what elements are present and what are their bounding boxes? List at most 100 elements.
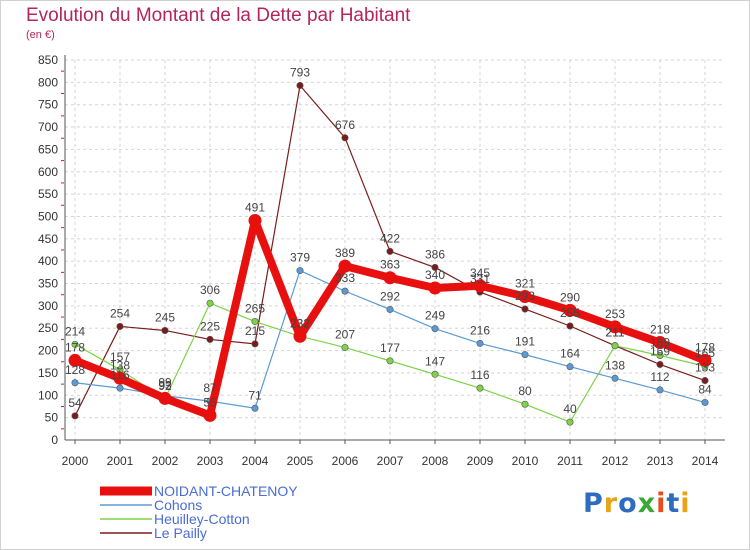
data-label: 265 xyxy=(245,302,265,316)
y-tick-label: 200 xyxy=(38,344,58,358)
data-label: 215 xyxy=(245,324,265,338)
x-tick-label: 2003 xyxy=(197,454,224,468)
data-point xyxy=(116,322,124,330)
data-label: 245 xyxy=(155,310,175,324)
legend-item: Le Pailly xyxy=(100,526,298,540)
x-tick-label: 2008 xyxy=(422,454,449,468)
legend-item: NOIDANT-CHATENOY xyxy=(100,484,298,498)
legend-swatch xyxy=(100,504,152,506)
data-point xyxy=(206,299,214,307)
chart-unit: (en €) xyxy=(26,29,55,41)
data-label: 249 xyxy=(425,309,445,323)
data-label: 254 xyxy=(110,306,130,320)
data-label: 147 xyxy=(425,354,445,368)
data-point xyxy=(566,418,574,426)
data-label: 321 xyxy=(515,276,535,290)
y-tick-label: 750 xyxy=(38,98,58,112)
data-point xyxy=(521,305,529,313)
data-label: 331 xyxy=(470,272,490,286)
data-point xyxy=(341,287,349,295)
y-tick-label: 250 xyxy=(38,321,58,335)
data-point xyxy=(608,320,622,334)
data-point xyxy=(113,371,127,385)
x-tick-label: 2005 xyxy=(287,454,314,468)
data-label: 112 xyxy=(650,370,669,384)
data-point xyxy=(71,379,79,387)
x-tick-label: 2014 xyxy=(692,454,719,468)
data-label: 178 xyxy=(695,340,715,354)
y-tick-label: 450 xyxy=(38,232,58,246)
data-label: 253 xyxy=(605,307,625,321)
data-label: 55 xyxy=(203,395,217,409)
data-label: 116 xyxy=(470,368,489,382)
y-tick-label: 50 xyxy=(45,411,59,425)
chart-title: Evolution du Montant de la Dette par Hab… xyxy=(26,5,411,26)
data-point xyxy=(431,325,439,333)
data-label: 232 xyxy=(290,316,310,330)
proxiti-logo: Proxiti xyxy=(583,488,691,519)
data-point xyxy=(71,412,79,420)
data-point xyxy=(656,352,664,360)
data-point xyxy=(473,279,487,293)
legend-swatch xyxy=(100,532,152,534)
x-tick-label: 2002 xyxy=(152,454,179,468)
data-label: 133 xyxy=(695,361,715,375)
data-point xyxy=(116,384,124,392)
data-point xyxy=(71,340,79,348)
data-label: 290 xyxy=(560,290,580,304)
data-label: 191 xyxy=(515,335,535,349)
data-point xyxy=(338,259,352,273)
data-label: 292 xyxy=(380,289,400,303)
data-point xyxy=(341,134,349,142)
data-point xyxy=(251,340,259,348)
data-label: 84 xyxy=(698,382,712,396)
data-point xyxy=(476,384,484,392)
data-label: 306 xyxy=(200,283,220,297)
x-tick-label: 2001 xyxy=(107,454,134,468)
data-label: 211 xyxy=(605,326,624,340)
data-label: 491 xyxy=(245,200,265,214)
data-label: 80 xyxy=(518,384,532,398)
y-tick-label: 0 xyxy=(51,433,58,447)
data-label: 225 xyxy=(200,319,220,333)
data-label: 164 xyxy=(560,347,580,361)
legend-item: Heuilley-Cotton xyxy=(100,512,298,526)
data-point xyxy=(203,408,217,422)
legend-swatch xyxy=(100,518,152,520)
data-label: 128 xyxy=(65,363,85,377)
data-point xyxy=(248,213,262,227)
x-tick-label: 2007 xyxy=(377,454,404,468)
data-label: 333 xyxy=(335,271,355,285)
data-point xyxy=(701,377,709,385)
data-point xyxy=(428,281,442,295)
data-point xyxy=(206,335,214,343)
data-label: 71 xyxy=(248,388,262,402)
data-label: 169 xyxy=(650,344,670,358)
data-point xyxy=(251,318,259,326)
data-label: 255 xyxy=(560,306,580,320)
legend-label: Le Pailly xyxy=(154,525,207,541)
data-point xyxy=(386,305,394,313)
data-label: 157 xyxy=(110,350,130,364)
y-tick-label: 650 xyxy=(38,142,58,156)
data-label: 214 xyxy=(65,324,85,338)
y-tick-label: 300 xyxy=(38,299,58,313)
data-point xyxy=(161,326,169,334)
y-tick-label: 800 xyxy=(38,75,58,89)
data-point xyxy=(68,353,82,367)
data-point xyxy=(341,343,349,351)
data-point xyxy=(251,404,259,412)
y-tick-label: 150 xyxy=(38,366,58,380)
data-label: 379 xyxy=(290,251,310,265)
data-label: 232 xyxy=(290,316,310,330)
data-point xyxy=(611,374,619,382)
data-label: 386 xyxy=(425,247,445,261)
x-tick-label: 2004 xyxy=(242,454,269,468)
data-label: 216 xyxy=(470,323,490,337)
data-point xyxy=(656,386,664,394)
data-label: 207 xyxy=(335,327,355,341)
data-label: 116 xyxy=(110,368,129,382)
data-label: 99 xyxy=(158,376,172,390)
data-point xyxy=(431,370,439,378)
